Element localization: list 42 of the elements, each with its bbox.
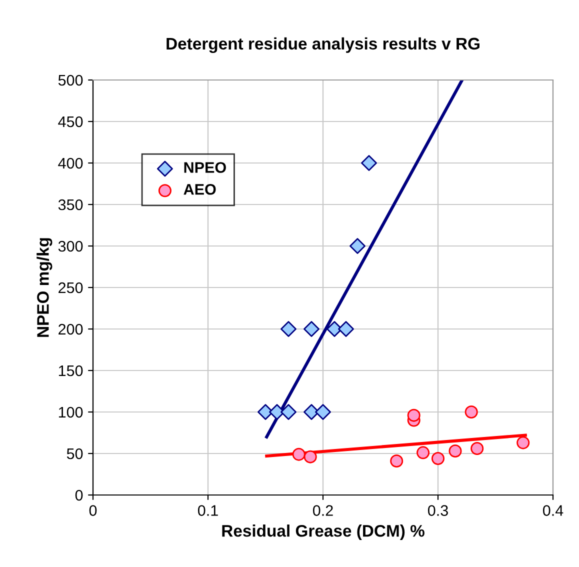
point: [315, 404, 331, 420]
point: [431, 452, 445, 465]
x-tick-label: 0.4: [542, 505, 564, 516]
point: [448, 444, 462, 458]
point: [280, 321, 296, 337]
y-tick-label: 300: [58, 240, 83, 252]
x-tick-label: 0.3: [428, 505, 448, 516]
point: [350, 238, 366, 254]
point: [304, 404, 320, 420]
y-tick-label: 200: [58, 324, 83, 335]
y-tick-label: 50: [66, 448, 83, 460]
point: [258, 404, 274, 420]
legend-label: AEO: [184, 184, 216, 195]
x-tick-label: 0.1: [198, 505, 218, 516]
point: [464, 405, 478, 419]
legend-label: NPEO: [184, 162, 226, 173]
y-tick-label: 100: [58, 406, 83, 418]
point: [338, 321, 354, 337]
y-tick-label: 0: [75, 490, 83, 501]
y-tick-label: 500: [58, 74, 83, 86]
y-axis-title: NPEO mg/kg: [36, 238, 52, 337]
point: [390, 454, 404, 468]
point: [516, 436, 530, 450]
point: [280, 404, 296, 420]
x-tick-label: 0.2: [312, 505, 333, 516]
point: [304, 450, 317, 464]
y-tick-label: 250: [58, 282, 83, 294]
chart-title: Detergent residue analysis results v RG: [166, 37, 480, 53]
point: [416, 446, 430, 460]
point: [292, 448, 306, 461]
point: [407, 408, 420, 422]
x-tick-label: 0: [89, 505, 97, 516]
x-axis-title: Residual Grease (DCM) %: [222, 524, 424, 540]
y-tick-label: 150: [58, 365, 83, 376]
y-tick-label: 450: [58, 116, 83, 128]
point: [304, 321, 320, 337]
y-tick-label: 400: [58, 158, 83, 169]
point: [326, 321, 342, 337]
point: [269, 404, 285, 420]
y-tick-label: 350: [58, 199, 83, 210]
point: [470, 442, 484, 456]
point: [361, 155, 377, 171]
